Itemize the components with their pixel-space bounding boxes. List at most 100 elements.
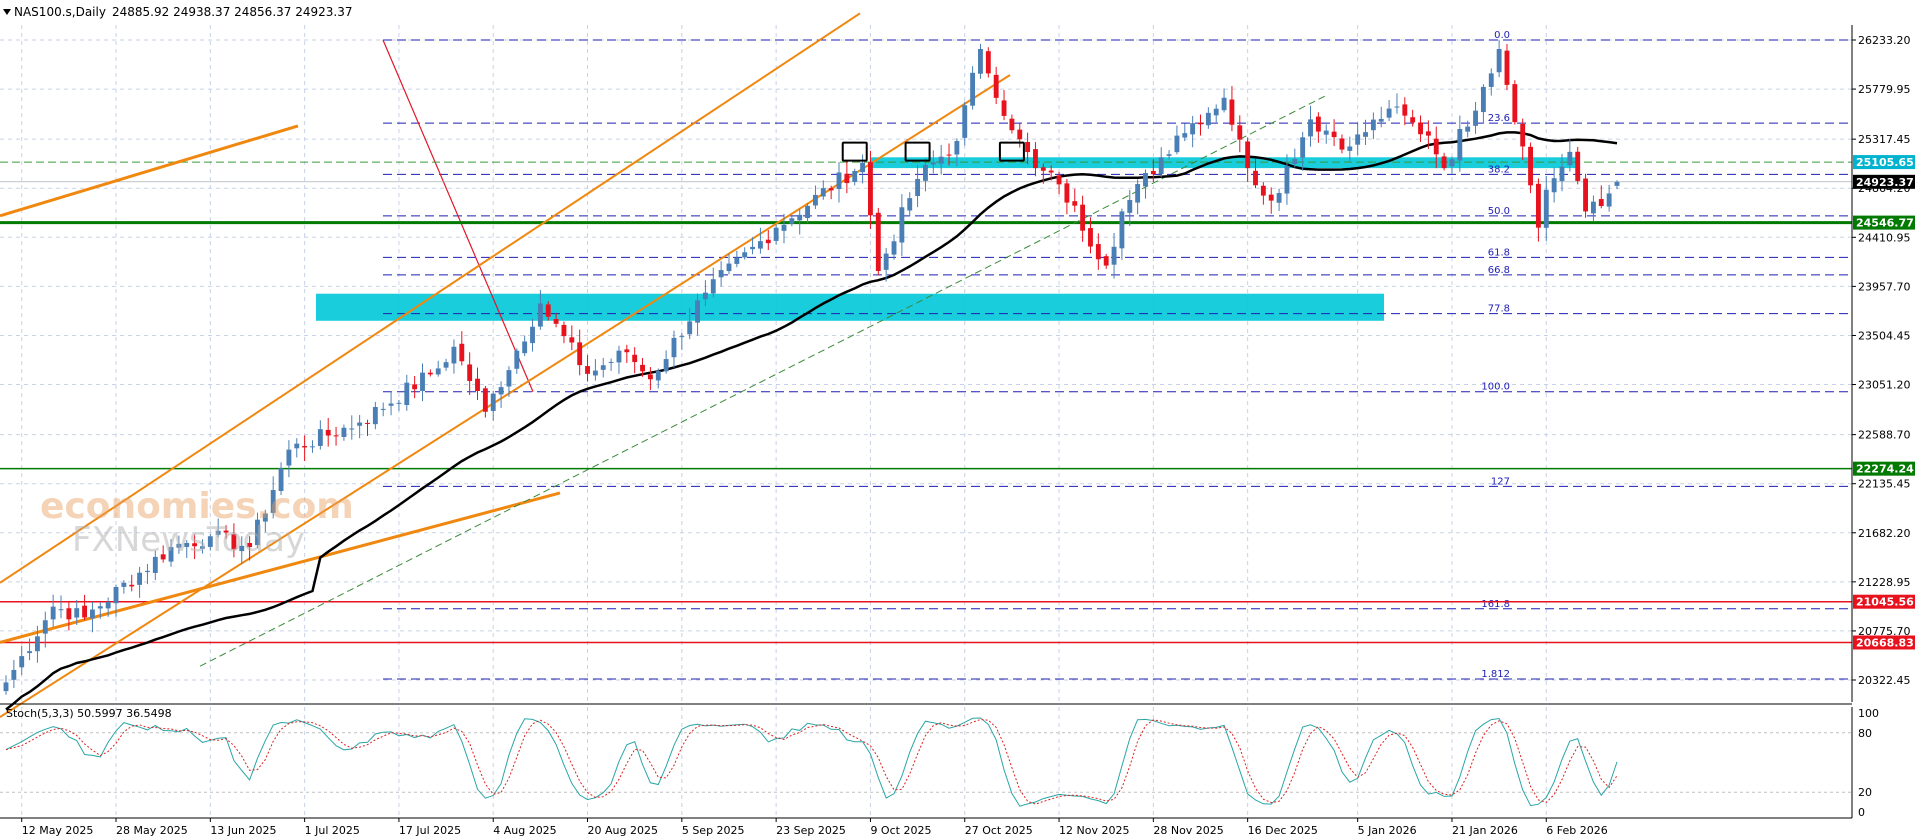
candle [1033, 142, 1038, 177]
candle [757, 227, 763, 254]
candle [349, 415, 355, 440]
candle [640, 357, 645, 377]
candle-body [34, 636, 40, 652]
candle-body [695, 300, 700, 323]
candle [1001, 90, 1007, 121]
candle-body [459, 343, 465, 362]
candle-body [938, 156, 944, 164]
candle [1551, 167, 1557, 203]
candle-body [537, 303, 543, 327]
price-tag-label: 24923.37 [1856, 176, 1914, 189]
candle-body [1363, 132, 1368, 137]
y-tick-label: 20322.45 [1858, 674, 1911, 687]
candle [561, 321, 567, 344]
candle-body [1095, 244, 1101, 260]
candle-body [1119, 211, 1125, 249]
candle [1402, 97, 1408, 126]
price-tag-bg [1853, 594, 1915, 609]
candle-body [215, 530, 221, 535]
y-tick-label: 21682.20 [1858, 527, 1911, 540]
candle [1355, 123, 1361, 156]
candle [1347, 136, 1353, 162]
stoch-main-line [5, 717, 1618, 807]
candle [152, 550, 158, 581]
x-tick-label: 12 May 2025 [22, 824, 94, 837]
candle [19, 645, 25, 675]
candle [1425, 120, 1431, 149]
candle-body [1504, 50, 1510, 85]
candle-body [1040, 167, 1046, 171]
candle-body [66, 608, 72, 620]
stochastic-label: Stoch(5,3,3) 50.5997 36.5498 [6, 707, 172, 720]
stoch-level-label: 80 [1858, 727, 1872, 740]
x-tick-label: 23 Sep 2025 [776, 824, 846, 837]
price-tag: 24546.77 [1853, 215, 1915, 230]
candle-body [773, 227, 779, 241]
x-tick-label: 21 Jan 2026 [1452, 824, 1518, 837]
candle [1488, 68, 1494, 96]
candle [1394, 93, 1400, 114]
symbol-label: NAS100.s,Daily [14, 5, 106, 19]
y-tick-label: 26233.20 [1858, 34, 1911, 47]
price-pane[interactable]: 0.0 23.6 38.2 50.0 61.8 66.8 77.8 100.0 127 161.8… [0, 12, 1915, 718]
price-tag: 24923.37 [1853, 174, 1915, 189]
fib-level-label: 66.8 [1488, 265, 1510, 276]
candle-body [655, 370, 661, 381]
candle-body [286, 449, 292, 466]
candle-body [160, 554, 166, 560]
candle [1174, 125, 1180, 155]
candle [231, 523, 237, 558]
candle [412, 375, 418, 399]
candle [396, 399, 402, 411]
candle [1127, 189, 1133, 226]
candle [1323, 124, 1329, 144]
candle [278, 462, 284, 496]
candle-body [1033, 149, 1038, 169]
candle-body [1205, 112, 1211, 126]
candle-body [592, 370, 598, 376]
candle [1111, 232, 1117, 279]
candle [1535, 178, 1541, 242]
candle [475, 367, 480, 400]
candle [1095, 233, 1101, 270]
candle [647, 366, 653, 391]
candle-body [1064, 183, 1070, 203]
triangle-down-icon[interactable] [3, 9, 11, 15]
candle [467, 352, 473, 395]
candle [1276, 188, 1282, 211]
price-tag: 25105.65 [1853, 155, 1915, 170]
candle-body [1245, 141, 1251, 169]
candle [1418, 115, 1423, 142]
candle [97, 602, 103, 619]
candle [451, 339, 457, 374]
candle [105, 597, 111, 617]
candle-body [42, 620, 48, 634]
candle [687, 308, 693, 340]
candle [137, 566, 143, 598]
candle-body [789, 218, 795, 224]
candle [1190, 115, 1196, 148]
candle [946, 143, 952, 166]
candle-body [1048, 170, 1054, 173]
stochastic-pane[interactable]: 12 May 2025 28 May 2025 13 Jun 2025 1 Jul 2… [0, 707, 1879, 837]
candle-body [915, 178, 921, 196]
candle-body [1598, 199, 1604, 207]
candle [875, 207, 881, 276]
highlight-box [841, 141, 868, 162]
candle-body [1158, 157, 1164, 175]
candle [915, 165, 921, 208]
candle-body [545, 304, 551, 317]
candle-body [1237, 125, 1243, 140]
candle-body [207, 536, 213, 547]
candle-body [1166, 154, 1172, 156]
candle [482, 385, 488, 418]
candle-body [1425, 131, 1431, 136]
candle-body [750, 246, 755, 250]
candle [797, 209, 803, 235]
candle [1119, 208, 1125, 260]
candle-body [663, 359, 669, 372]
y-tick-label: 20775.70 [1858, 625, 1911, 638]
candle [569, 325, 575, 351]
candle-body [192, 543, 198, 547]
candle [333, 426, 339, 446]
